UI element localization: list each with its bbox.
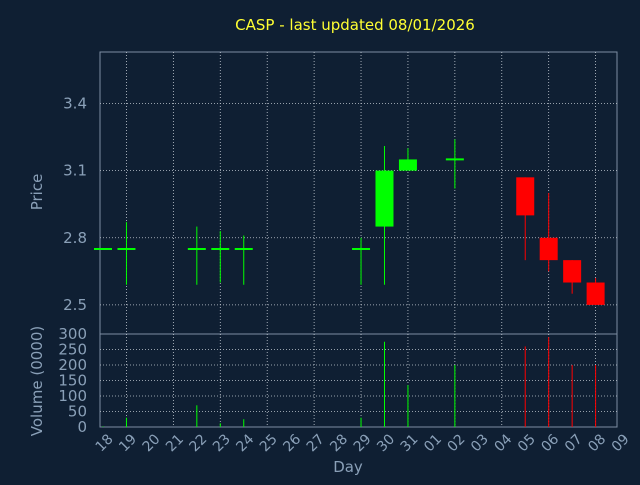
volume-grid	[100, 334, 617, 427]
x-axis-ticks: 18 19 20 21 22 23 24 25 26 27 28 29 30 31 01 02 03 04 05 06…	[93, 431, 633, 455]
volume-bars	[102, 337, 597, 427]
candle-body	[375, 170, 394, 227]
price-tick-label: 3.4	[63, 94, 87, 112]
volume-tick-label: 200	[58, 356, 87, 374]
price-plot-frame	[99, 51, 618, 335]
candle	[563, 260, 582, 294]
candle	[445, 139, 464, 189]
volume-tick-label: 100	[58, 387, 87, 405]
candle	[117, 222, 136, 285]
volume-tick-label: 50	[68, 403, 87, 421]
candle	[211, 231, 230, 283]
candle	[586, 278, 605, 305]
x-tick-label: 06	[538, 431, 562, 455]
price-tick-label: 2.8	[63, 229, 87, 247]
x-tick-label: 24	[233, 431, 257, 455]
candle-body	[539, 237, 558, 261]
candle	[375, 146, 394, 285]
x-tick-label: 05	[515, 431, 539, 455]
candle	[539, 193, 558, 272]
x-tick-label: 09	[609, 431, 633, 455]
price-y-ticks: 2.5 2.8 3.1 3.4	[63, 94, 87, 313]
x-tick-label: 01	[421, 431, 445, 455]
x-tick-label: 21	[163, 431, 187, 455]
x-tick-label: 02	[445, 431, 469, 455]
candle	[352, 237, 371, 285]
x-tick-label: 19	[116, 431, 140, 455]
chart-title: CASP - last updated 08/01/2026	[235, 16, 475, 34]
x-tick-label: 18	[93, 431, 117, 455]
x-tick-label: 30	[374, 431, 398, 455]
x-axis-label: Day	[333, 458, 363, 476]
x-tick-label: 20	[140, 431, 164, 455]
price-tick-label: 2.5	[63, 296, 87, 314]
x-tick-label: 23	[210, 431, 234, 455]
volume-axis-label: Volume (0000)	[28, 326, 46, 436]
x-tick-label: 28	[327, 431, 351, 455]
price-tick-label: 3.1	[63, 162, 87, 180]
x-tick-label: 22	[187, 431, 211, 455]
price-panel: 2.5 2.8 3.1 3.4	[63, 51, 618, 335]
candle-body	[516, 177, 535, 216]
price-grid	[100, 52, 617, 334]
price-axis-label: Price	[28, 174, 46, 211]
x-tick-label: 27	[304, 431, 328, 455]
x-tick-label: 26	[280, 431, 304, 455]
x-tick-label: 25	[257, 431, 281, 455]
x-tick-label: 08	[585, 431, 609, 455]
volume-tick-label: 300	[58, 325, 87, 343]
candle-body	[563, 260, 582, 283]
candle	[398, 148, 417, 171]
candle	[234, 235, 253, 285]
volume-tick-label: 150	[58, 372, 87, 390]
x-tick-label: 04	[491, 431, 515, 455]
candle-body	[398, 159, 417, 171]
candle-body	[586, 282, 605, 305]
x-tick-label: 03	[468, 431, 492, 455]
x-tick-label: 31	[398, 431, 422, 455]
volume-tick-label: 0	[77, 418, 87, 436]
x-tick-label: 29	[351, 431, 375, 455]
candle	[516, 177, 535, 261]
x-tick-label: 07	[562, 431, 586, 455]
volume-tick-label: 250	[58, 341, 87, 359]
candle	[187, 226, 206, 285]
candles	[94, 139, 605, 305]
